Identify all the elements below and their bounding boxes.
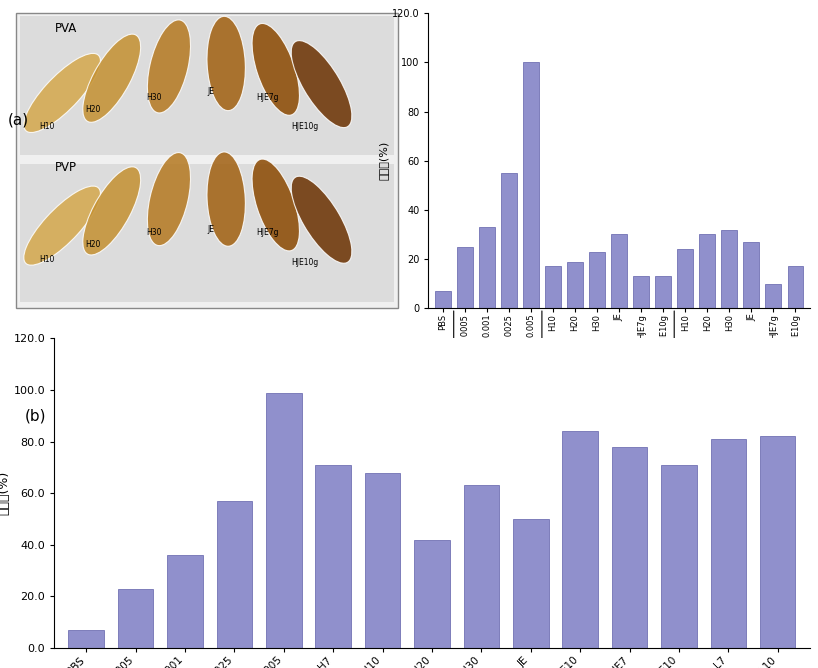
Bar <box>589 252 605 308</box>
Text: JE: JE <box>207 87 214 96</box>
Bar <box>365 472 400 648</box>
Ellipse shape <box>147 152 191 246</box>
Bar <box>217 501 252 648</box>
Bar <box>118 589 154 648</box>
Ellipse shape <box>252 159 299 251</box>
Bar <box>479 227 495 308</box>
Text: H20: H20 <box>85 105 101 114</box>
FancyBboxPatch shape <box>16 13 398 308</box>
Bar <box>501 173 517 308</box>
Bar <box>766 284 781 308</box>
Bar <box>677 249 693 308</box>
Bar <box>266 393 302 648</box>
Bar <box>523 63 539 308</box>
Text: H30: H30 <box>146 228 162 237</box>
Text: (a): (a) <box>8 113 29 128</box>
Bar <box>167 555 203 648</box>
Text: JE: JE <box>207 226 214 234</box>
Ellipse shape <box>252 23 299 116</box>
Ellipse shape <box>147 20 191 113</box>
Text: PVP: PVP <box>55 161 77 174</box>
Bar <box>562 432 598 648</box>
Bar <box>788 267 803 308</box>
Text: PVP: PVP <box>731 375 749 385</box>
Bar <box>760 436 795 648</box>
Text: H20: H20 <box>85 240 101 249</box>
Ellipse shape <box>83 167 141 255</box>
Bar <box>414 540 450 648</box>
Bar <box>567 261 583 308</box>
Bar <box>711 439 746 648</box>
Y-axis label: 억제율(%): 억제율(%) <box>379 141 389 180</box>
Text: PVA: PVA <box>55 22 77 35</box>
Bar <box>69 630 104 648</box>
Ellipse shape <box>291 176 352 263</box>
Bar <box>661 465 697 648</box>
Ellipse shape <box>207 16 245 111</box>
Bar <box>513 519 549 648</box>
Text: H30: H30 <box>146 93 162 102</box>
FancyBboxPatch shape <box>20 16 394 155</box>
Bar <box>699 234 715 308</box>
Text: (b): (b) <box>25 408 46 424</box>
Text: HJE7g: HJE7g <box>257 93 279 102</box>
Bar <box>744 242 759 308</box>
Bar <box>464 486 499 648</box>
Text: PVA: PVA <box>599 375 618 385</box>
Bar <box>456 246 473 308</box>
Text: HJE10g: HJE10g <box>291 122 318 132</box>
Bar <box>655 277 671 308</box>
Text: HJE10g: HJE10g <box>291 258 318 267</box>
Bar <box>633 277 649 308</box>
Bar <box>434 291 451 308</box>
Text: H10: H10 <box>39 255 55 264</box>
Text: HJE7g: HJE7g <box>257 228 279 237</box>
Bar <box>721 230 737 308</box>
Y-axis label: 억제율(%): 억제율(%) <box>0 471 11 515</box>
Bar <box>611 234 627 308</box>
Text: Vita E: Vita E <box>483 375 512 385</box>
Bar <box>316 465 351 648</box>
FancyBboxPatch shape <box>20 164 394 303</box>
Ellipse shape <box>207 152 245 246</box>
Text: H10: H10 <box>39 122 55 132</box>
Bar <box>545 267 561 308</box>
Text: PBS: PBS <box>434 375 452 385</box>
Ellipse shape <box>291 41 352 128</box>
Bar <box>612 447 647 648</box>
Ellipse shape <box>83 34 141 122</box>
Ellipse shape <box>24 186 101 265</box>
Ellipse shape <box>24 53 101 132</box>
